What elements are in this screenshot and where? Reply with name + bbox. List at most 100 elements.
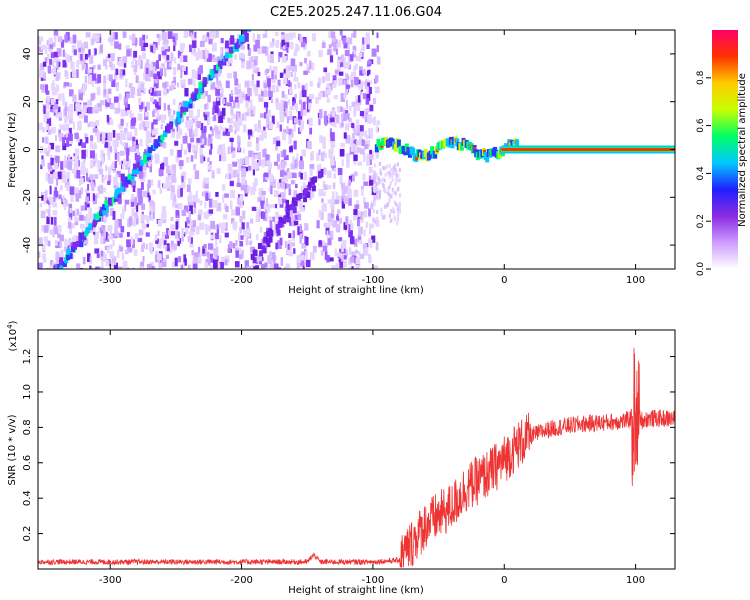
noise-cell <box>121 252 125 261</box>
noise-cell <box>126 122 129 127</box>
noise-cell <box>161 262 167 268</box>
noise-cell <box>43 199 47 205</box>
noise-cell <box>333 173 337 179</box>
noise-cell <box>47 65 51 74</box>
noise-cell <box>50 216 53 225</box>
noise-cell <box>300 42 306 48</box>
noise-cell <box>146 192 150 198</box>
noise-cell <box>205 103 209 110</box>
noise-cell <box>331 42 336 47</box>
noise-cell <box>40 44 46 50</box>
noise-cell <box>164 81 169 87</box>
noise-cell <box>103 133 109 141</box>
noise-cell <box>94 48 97 55</box>
noise-cell <box>366 108 369 113</box>
noise-cell <box>132 38 135 45</box>
noise-cell <box>286 125 289 134</box>
noise-cell <box>247 87 252 97</box>
noise-cell <box>331 205 335 214</box>
noise-cell <box>137 113 143 121</box>
noise-cell <box>293 248 296 254</box>
noise-cell <box>303 181 306 188</box>
noise-cell <box>250 109 255 117</box>
noise-cell <box>256 80 260 88</box>
noise-cell <box>215 97 221 106</box>
noise-cell <box>356 79 361 85</box>
noise-cell <box>349 219 353 226</box>
noise-cell <box>99 100 105 106</box>
track-cell <box>231 46 236 53</box>
noise-cell <box>301 149 307 157</box>
noise-cell <box>332 182 336 190</box>
noise-cell <box>126 153 129 162</box>
noise-cell <box>291 172 297 179</box>
noise-cell <box>248 57 251 63</box>
noise-cell <box>169 246 173 254</box>
noise-cell <box>107 180 111 185</box>
noise-cell <box>191 46 196 53</box>
noise-cell <box>354 77 359 85</box>
noise-cell <box>277 267 281 269</box>
noise-cell <box>264 207 269 213</box>
noise-cell <box>296 153 299 160</box>
noise-cell <box>159 188 163 194</box>
noise-cell <box>323 184 328 191</box>
noise-cell <box>353 216 358 221</box>
noise-cell <box>171 177 177 183</box>
noise-cell <box>248 165 252 171</box>
noise-cell <box>172 98 176 106</box>
noise-cell <box>324 251 328 261</box>
noise-cell <box>265 154 270 161</box>
noise-cell <box>355 249 359 254</box>
noise-cell <box>353 154 358 162</box>
noise-cell <box>268 187 271 192</box>
noise-cell <box>222 127 228 132</box>
noise-cell <box>45 110 50 119</box>
noise-cell <box>272 137 278 145</box>
noise-cell <box>154 234 158 241</box>
noise-cell <box>249 104 253 113</box>
noise-cell <box>372 217 375 223</box>
noise-cell <box>213 30 217 39</box>
noise-cell <box>280 177 283 184</box>
noise-cell <box>280 34 284 43</box>
noise-cell <box>88 177 92 183</box>
noise-cell <box>85 137 89 144</box>
noise-cell <box>38 41 41 50</box>
noise-cell <box>375 150 380 155</box>
noise-cell <box>60 249 64 258</box>
noise-cell <box>216 224 220 234</box>
noise-cell <box>288 32 293 40</box>
colorbar-tick-label: 0.0 <box>696 262 706 277</box>
noise-cell <box>49 169 55 174</box>
noise-cell <box>87 68 93 73</box>
noise-cell <box>324 152 327 159</box>
noise-cell <box>98 185 104 194</box>
noise-cell <box>191 249 194 256</box>
noise-cell <box>170 231 176 236</box>
noise-cell <box>384 172 387 177</box>
noise-cell <box>254 124 258 132</box>
noise-cell <box>62 137 66 146</box>
noise-cell <box>215 246 219 255</box>
noise-cell <box>277 182 281 190</box>
noise-cell <box>305 236 309 246</box>
noise-cell <box>121 132 127 140</box>
noise-cell <box>80 90 86 96</box>
noise-cell <box>293 220 299 226</box>
noise-cell <box>297 111 303 120</box>
noise-cell <box>353 30 357 38</box>
noise-cell <box>261 130 266 137</box>
noise-cell <box>261 159 266 164</box>
colorbar-ticks: 0.00.20.40.60.8 <box>696 70 711 276</box>
noise-cell <box>241 158 247 166</box>
noise-cell <box>373 189 376 194</box>
track-cell <box>303 196 308 203</box>
noise-cell <box>384 166 387 171</box>
noise-cell <box>39 63 45 70</box>
noise-cell <box>287 65 292 71</box>
noise-cell <box>42 253 46 260</box>
noise-cell <box>302 38 307 45</box>
noise-cell <box>274 203 278 209</box>
